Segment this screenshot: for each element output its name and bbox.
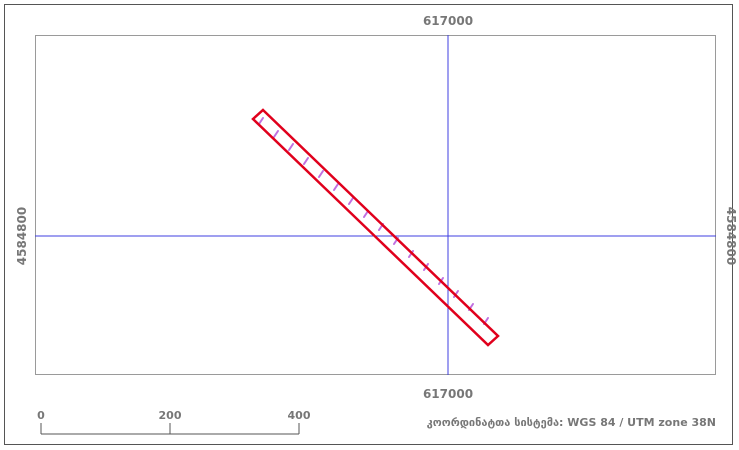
scale-bar [40, 423, 300, 435]
scale-tick-label-400: 400 [287, 409, 311, 422]
parcel-polygon[interactable] [251, 108, 500, 347]
crs-label: კოორდინატთა სისტემა: WGS 84 / UTM zone 3… [426, 416, 716, 429]
scale-tick-label-0: 0 [37, 409, 45, 422]
grid-label-easting-top: 617000 [422, 14, 474, 28]
map-frame [4, 4, 733, 445]
grid-label-northing-right: 4584800 [724, 206, 738, 266]
map-canvas[interactable] [35, 35, 716, 375]
scale-tick-label-200: 200 [158, 409, 182, 422]
grid-label-easting-bottom: 617000 [422, 387, 474, 401]
grid-label-northing-left: 4584800 [15, 206, 29, 266]
